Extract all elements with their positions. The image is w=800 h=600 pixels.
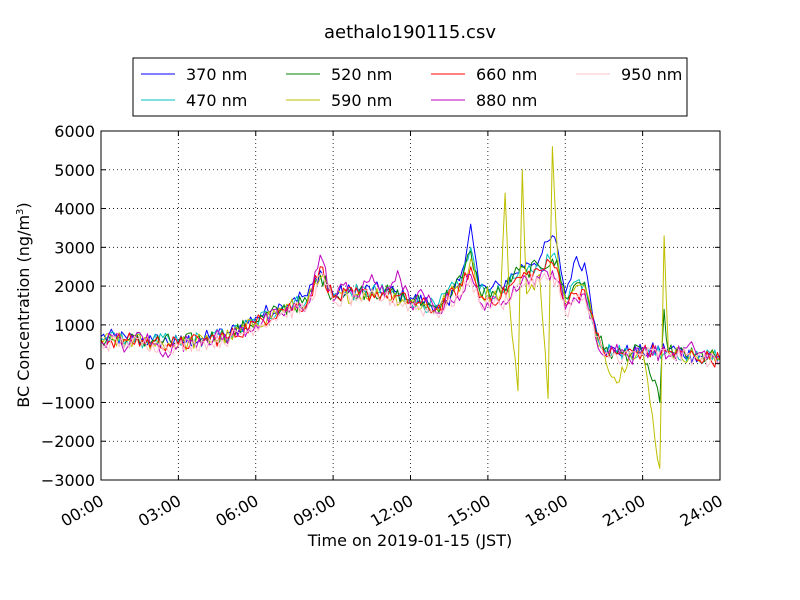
x-axis-label: Time on 2019-01-15 (JST) [307,531,512,550]
y-axis-label-close: ) [14,202,33,208]
series-line [100,254,721,365]
y-tick-label: 5000 [54,161,95,180]
y-tick-label: −2000 [41,432,95,451]
legend-label: 950 nm [621,65,682,84]
chart-title: aethalo190115.csv [324,22,496,43]
series-lines [100,146,721,469]
series-line [100,258,721,368]
y-tick-label: 1000 [54,316,95,335]
axis-ticks [100,130,721,481]
y-tick-label: 0 [85,355,95,374]
legend-label: 470 nm [186,91,247,110]
legend-label: 520 nm [331,65,392,84]
legend-box [132,57,688,117]
y-tick-label: −3000 [41,471,95,490]
y-tick-label: 3000 [54,238,95,257]
y-tick-label: 6000 [54,122,95,141]
y-tick-label: 2000 [54,277,95,296]
legend-label: 880 nm [476,91,537,110]
y-tick-label: −1000 [41,393,95,412]
y-axis-label-superscript: 3 [15,209,26,215]
series-line [100,272,721,368]
legend-label: 370 nm [186,65,247,84]
legend: 370 nm 470 nm 520 nm 590 nm 660 nm 880 nm 950 … [132,57,688,117]
y-axis-label: BC Concentration (ng/m3) [14,202,33,407]
legend-label: 660 nm [476,65,537,84]
y-tick-label: 4000 [54,200,95,219]
y-axis-label-main: BC Concentration (ng/m [14,215,33,408]
legend-label: 590 nm [331,91,392,110]
y-tick-labels: −3000 −2000 −1000 0 1000 2000 3000 4000 5000 6000 [41,122,95,490]
